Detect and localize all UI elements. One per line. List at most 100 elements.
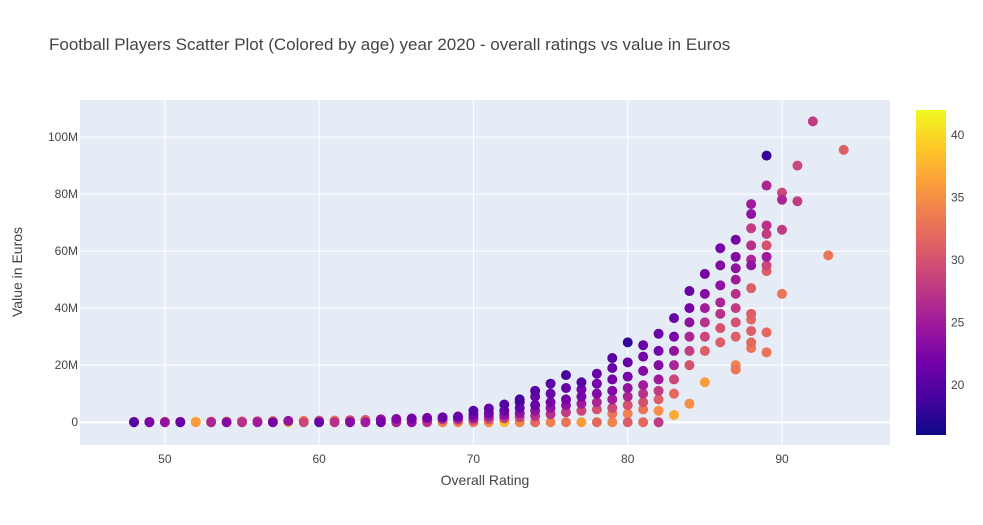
colorbar-tick-label: 30 xyxy=(951,253,965,267)
data-point xyxy=(730,303,741,314)
data-point xyxy=(483,403,494,414)
data-point xyxy=(561,370,571,381)
x-axis-title: Overall Rating xyxy=(441,472,530,488)
data-point xyxy=(561,417,571,428)
data-point xyxy=(715,297,726,308)
data-point xyxy=(638,388,649,399)
data-point xyxy=(807,116,818,127)
data-point xyxy=(715,323,726,334)
data-point xyxy=(638,404,649,415)
plot-area xyxy=(80,100,890,445)
data-point xyxy=(237,417,247,428)
data-point xyxy=(730,274,741,285)
data-point xyxy=(730,234,741,245)
data-point xyxy=(499,399,510,410)
data-point xyxy=(746,283,757,294)
data-point xyxy=(838,144,849,155)
data-point xyxy=(591,368,602,379)
data-point xyxy=(730,251,741,262)
data-point xyxy=(730,263,741,274)
data-point xyxy=(699,345,710,356)
data-point xyxy=(607,394,618,405)
data-point xyxy=(545,378,556,389)
data-point xyxy=(206,417,217,428)
data-point xyxy=(653,405,664,416)
data-point xyxy=(561,407,571,418)
data-point xyxy=(468,405,479,416)
data-point xyxy=(175,417,186,428)
data-point xyxy=(298,417,309,428)
y-axis-ticks: 0 20M 40M 60M 80M 100M xyxy=(48,130,78,429)
data-point xyxy=(422,412,433,423)
data-point xyxy=(715,280,726,291)
colorbar-tick-label: 25 xyxy=(951,316,965,330)
data-point xyxy=(699,377,710,388)
data-point xyxy=(345,417,355,428)
data-point xyxy=(761,240,772,251)
data-point xyxy=(746,240,757,251)
data-point xyxy=(823,250,834,261)
data-point xyxy=(576,384,587,395)
data-point xyxy=(777,288,787,299)
data-point xyxy=(653,328,664,339)
data-point xyxy=(669,313,679,324)
data-point xyxy=(715,308,726,319)
data-point xyxy=(638,380,649,391)
data-point xyxy=(761,180,772,191)
data-point xyxy=(777,194,787,205)
colorbar-tick-label: 20 xyxy=(951,378,965,392)
data-point xyxy=(607,363,618,374)
data-point xyxy=(761,251,772,262)
data-point xyxy=(746,199,757,210)
y-axis-title: Value in Euros xyxy=(9,227,25,317)
data-point xyxy=(669,331,679,342)
data-point xyxy=(699,317,710,328)
data-point xyxy=(761,150,772,161)
data-point xyxy=(638,417,649,428)
data-point xyxy=(591,417,602,428)
data-point xyxy=(761,220,772,231)
data-point xyxy=(761,327,772,338)
data-point xyxy=(545,388,556,399)
chart-title: Football Players Scatter Plot (Colored b… xyxy=(49,35,730,54)
data-point xyxy=(530,400,541,411)
data-point xyxy=(159,417,170,428)
data-point xyxy=(607,417,618,428)
data-point xyxy=(576,377,587,388)
data-point xyxy=(730,364,741,375)
data-point xyxy=(669,388,679,399)
data-point xyxy=(684,331,695,342)
data-point xyxy=(329,417,340,428)
data-point xyxy=(622,417,633,428)
data-point xyxy=(669,410,679,421)
data-point xyxy=(653,360,664,371)
y-tick-label: 20M xyxy=(55,358,78,372)
data-point xyxy=(684,286,695,297)
data-point xyxy=(792,160,803,171)
data-point xyxy=(561,394,571,405)
data-point xyxy=(607,353,618,364)
x-axis-ticks: 50 60 70 80 90 xyxy=(158,452,789,466)
colorbar-tick-label: 35 xyxy=(951,191,965,205)
y-tick-label: 0 xyxy=(71,415,78,429)
data-point xyxy=(746,325,757,336)
data-point xyxy=(653,394,664,405)
y-tick-label: 100M xyxy=(48,130,78,144)
data-point xyxy=(684,345,695,356)
data-point xyxy=(561,382,571,393)
y-tick-label: 80M xyxy=(55,187,78,201)
data-point xyxy=(715,260,726,271)
data-point xyxy=(190,417,201,428)
colorbar-tick-label: 40 xyxy=(951,128,965,142)
data-point xyxy=(638,351,649,362)
y-tick-label: 40M xyxy=(55,301,78,315)
data-point xyxy=(761,347,772,358)
data-point xyxy=(653,385,664,396)
data-point xyxy=(360,417,371,428)
data-point xyxy=(746,260,757,271)
data-point xyxy=(684,303,695,314)
data-point xyxy=(669,360,679,371)
data-point xyxy=(684,360,695,371)
data-point xyxy=(406,413,417,424)
